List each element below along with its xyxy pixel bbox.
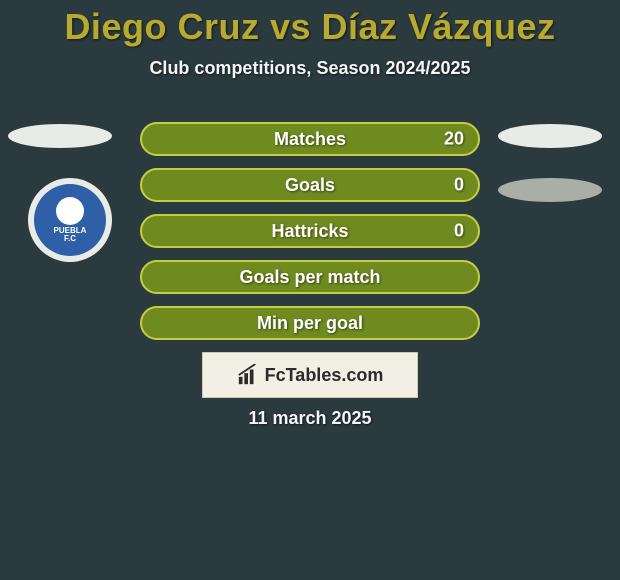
club-badge-sub: F.C	[64, 235, 76, 243]
brand-attribution: FcTables.com	[202, 352, 418, 398]
player-right-photo-placeholder	[498, 124, 602, 148]
stat-value-right: 20	[444, 129, 464, 150]
stat-value-right: 0	[454, 221, 464, 242]
stat-label: Matches	[274, 129, 346, 150]
stat-row-goals-per-match: Goals per match	[140, 260, 480, 294]
stat-row-hattricks: Hattricks 0	[140, 214, 480, 248]
player-right-club-placeholder	[498, 178, 602, 202]
comparison-card: Diego Cruz vs Díaz Vázquez Club competit…	[0, 0, 620, 580]
stat-label: Goals per match	[239, 267, 380, 288]
stat-row-matches: Matches 20	[140, 122, 480, 156]
player-left-photo-placeholder	[8, 124, 112, 148]
stat-value-right: 0	[454, 175, 464, 196]
stats-table: Matches 20 Goals 0 Hattricks 0 Goals per…	[140, 122, 480, 352]
brand-text: FcTables.com	[265, 365, 384, 386]
generated-date: 11 march 2025	[0, 408, 620, 429]
stat-label: Min per goal	[257, 313, 363, 334]
bar-chart-icon	[237, 364, 259, 386]
stat-row-min-per-goal: Min per goal	[140, 306, 480, 340]
page-subtitle: Club competitions, Season 2024/2025	[0, 58, 620, 79]
page-title: Diego Cruz vs Díaz Vázquez	[0, 0, 620, 48]
stat-label: Goals	[285, 175, 335, 196]
player-left-club-badge: PUEBLA F.C	[28, 178, 112, 262]
stat-row-goals: Goals 0	[140, 168, 480, 202]
soccer-ball-icon	[56, 197, 84, 225]
stat-label: Hattricks	[271, 221, 348, 242]
